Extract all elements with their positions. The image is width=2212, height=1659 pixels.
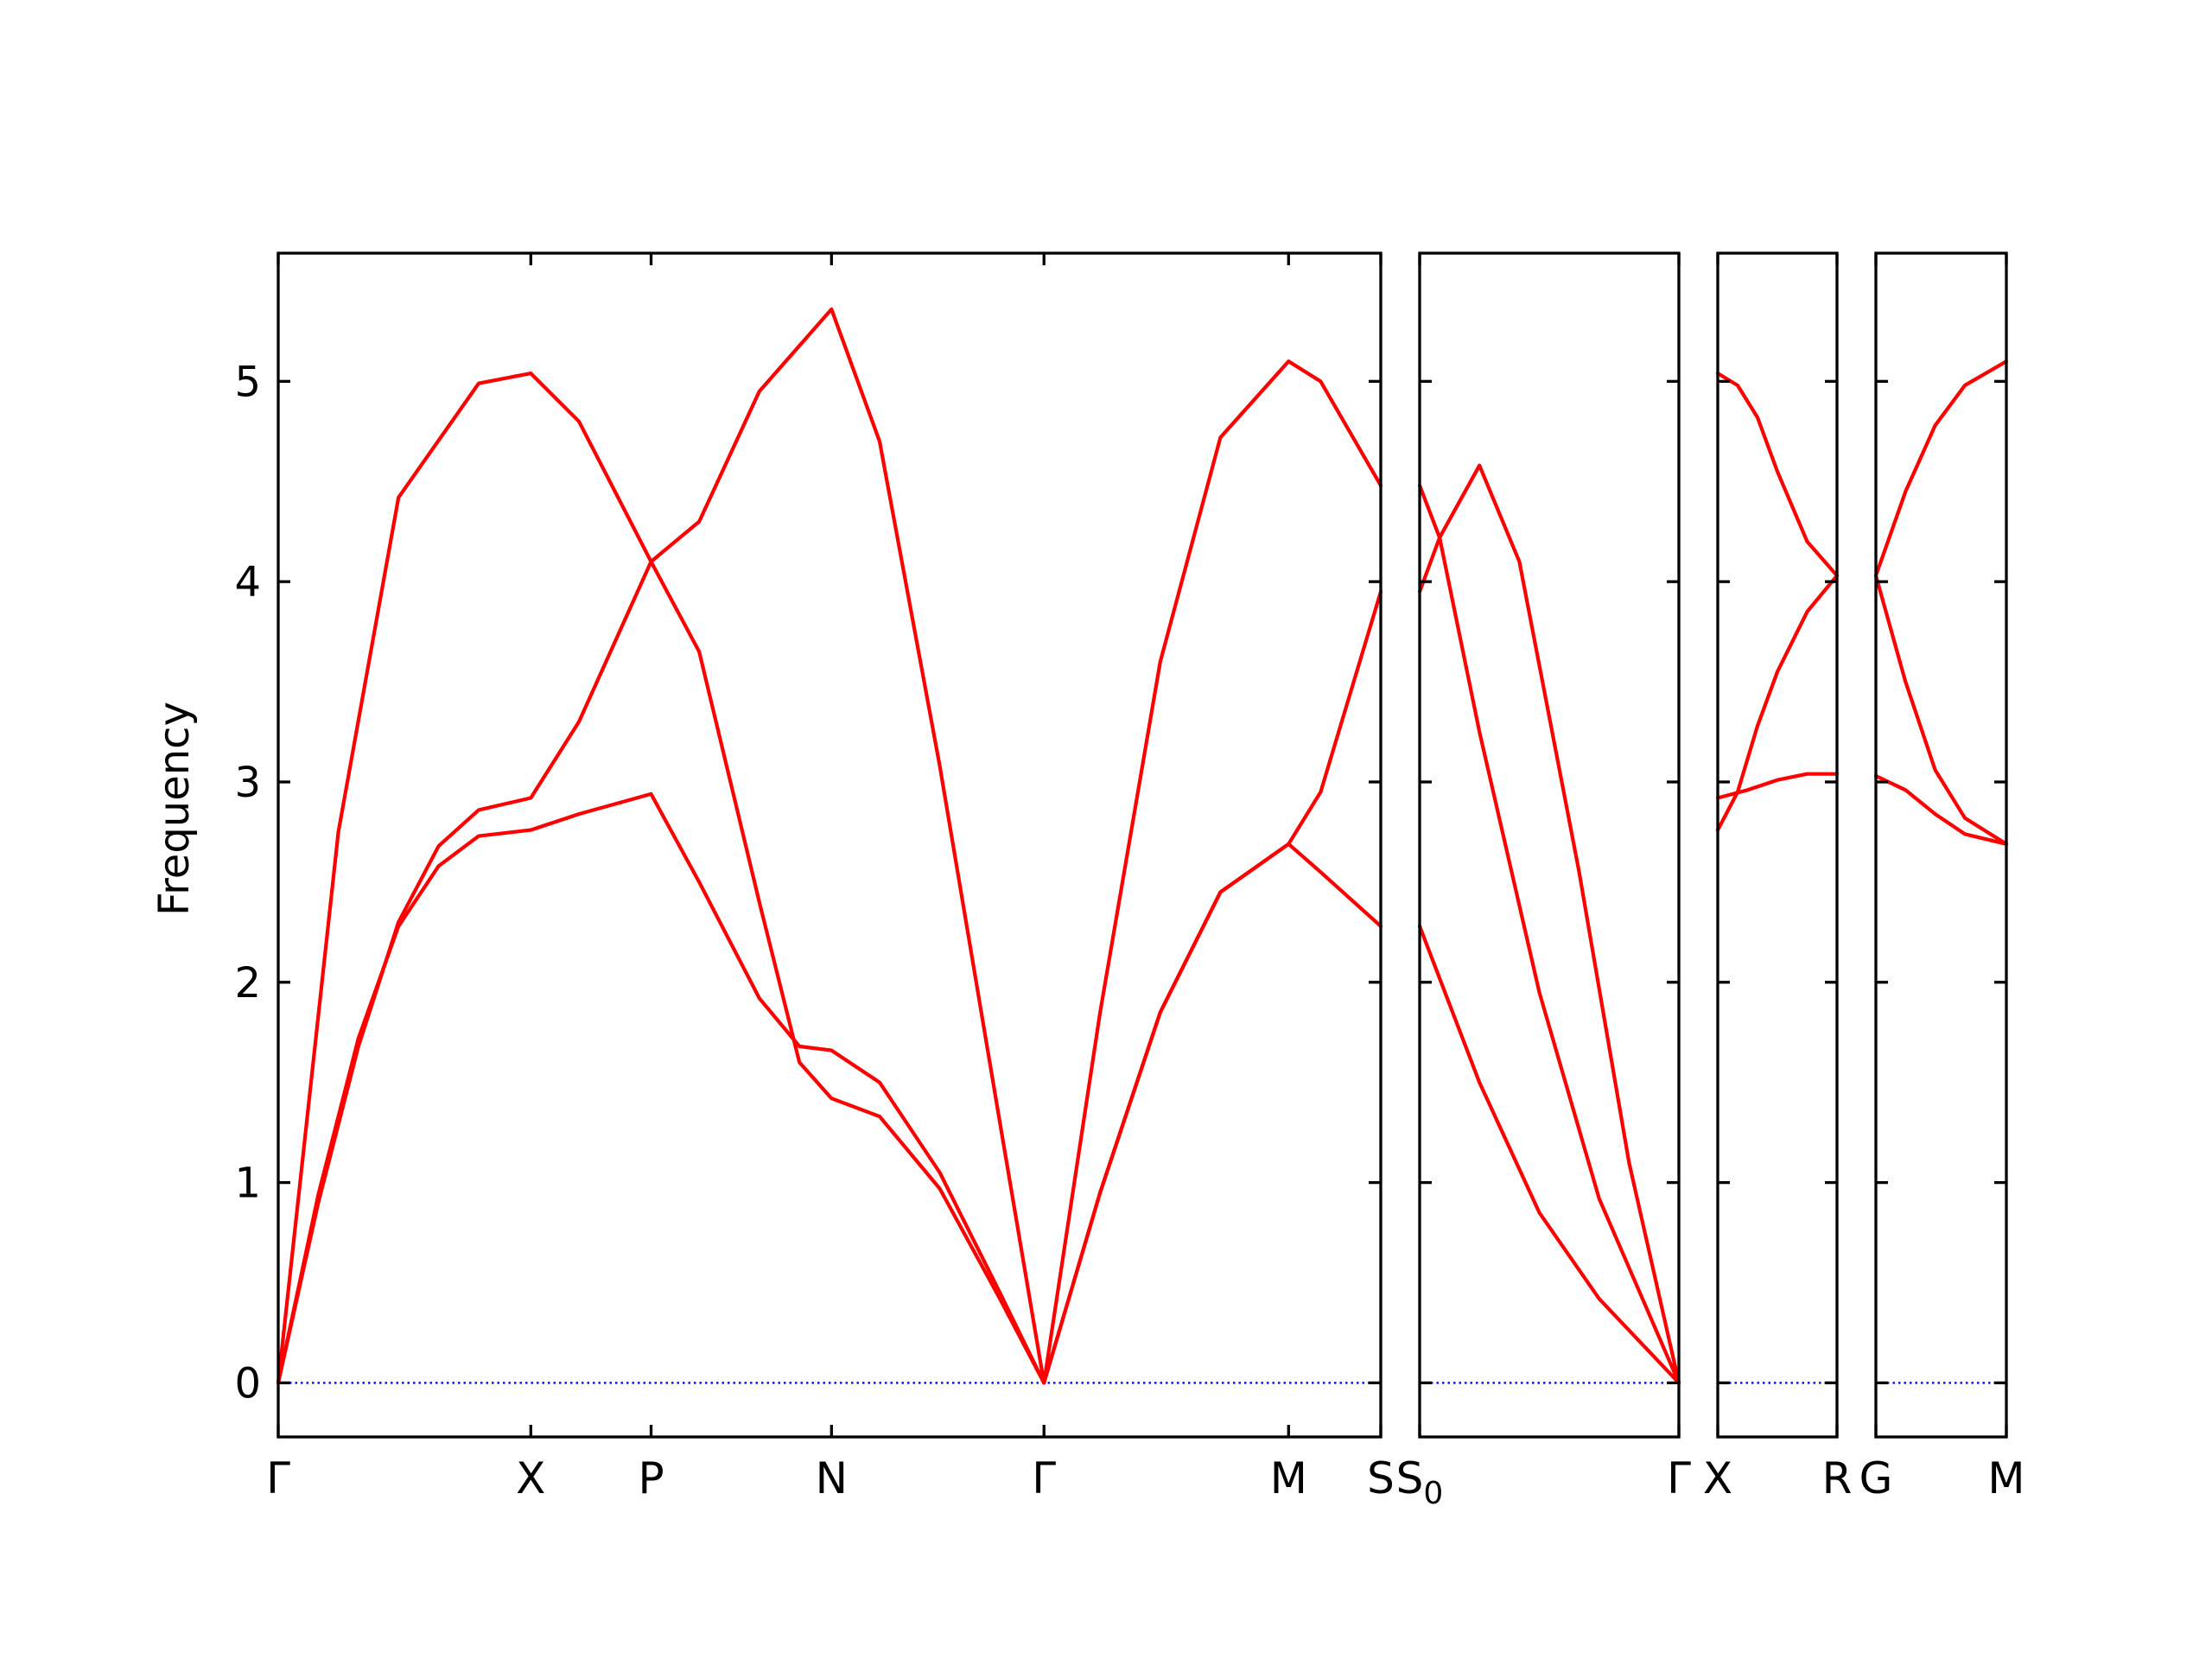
band-1 [1873,773,2009,846]
band-4 [1042,842,1383,1385]
x-tick-label: Γ [1032,1453,1056,1503]
x-tick-label: R [1822,1453,1853,1503]
chart-panels: Γ X P N Γ M S S0 Γ X R G M [266,251,2025,1511]
y-tick-label: 0 [234,1359,261,1408]
x-tick-label: Γ [1667,1453,1691,1503]
y-tick-label: 5 [234,358,261,406]
x-tick-label: X [516,1453,545,1503]
x-tick-label: N [816,1453,848,1503]
panel-frame [1874,251,2008,1439]
y-tick-label: 2 [234,959,261,1007]
band-1 [1715,574,1840,832]
y-axis: 0 1 2 3 4 5 [234,358,261,1408]
y-tick-label: 4 [234,558,261,607]
band-3 [1873,359,2009,578]
x-tick-label: S [1367,1453,1395,1503]
band-2 [1715,772,1840,800]
y-axis-title: Frequency [150,702,199,916]
panel-frame [1418,251,1681,1439]
band-3 [276,307,1046,1385]
band-2 [1417,483,1681,1385]
band-2 [1873,574,2009,846]
band-6 [1042,589,1383,1385]
x-tick-label: Γ [266,1453,290,1503]
band-5 [1042,359,1383,1385]
x-tick-label: X [1703,1453,1732,1503]
panel-frame [276,251,1382,1439]
x-tick-label: P [638,1453,664,1503]
band-1 [276,791,1046,1385]
x-tick-label: M [1270,1453,1307,1503]
panel-frame [1716,251,1839,1439]
band-3 [1417,463,1681,1385]
y-tick-label: 1 [234,1160,261,1208]
band-1 [1417,924,1681,1385]
y-tick-label: 3 [234,759,261,807]
x-tick-label: S0 [1396,1453,1444,1511]
band-2 [276,559,1046,1385]
x-tick-label: G [1859,1453,1893,1503]
panel-2: S0 Γ [1396,251,1691,1511]
band-3 [1715,372,1840,578]
x-tick-label: M [1987,1453,2024,1503]
